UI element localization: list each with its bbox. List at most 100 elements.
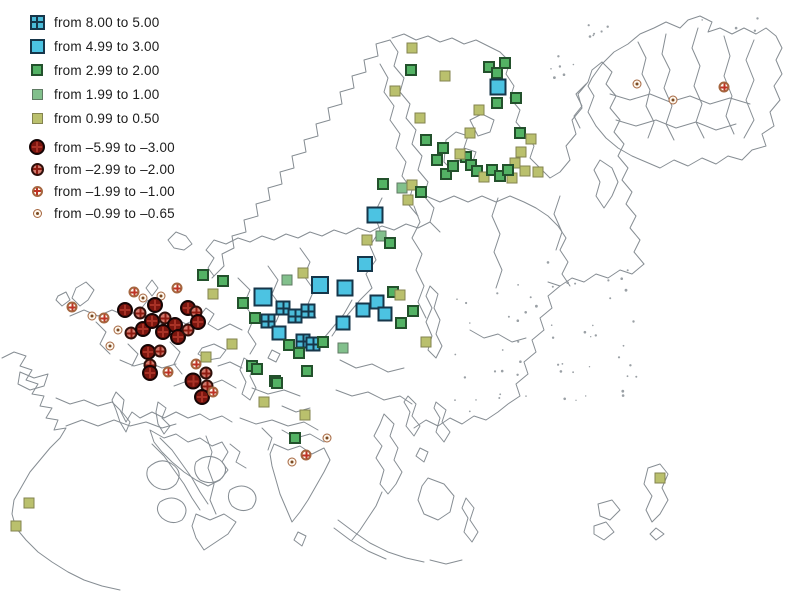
marker-decrease-0.99-to-0.65 — [138, 293, 148, 303]
decrease-5.99-to-3.00-icon — [29, 139, 45, 155]
marker-increase-2.99-to-2.00 — [249, 312, 261, 324]
legend-label: from –0.99 to –0.65 — [54, 205, 175, 221]
marker-increase-2.99-to-2.00 — [407, 305, 419, 317]
marker-decrease-0.99-to-0.65 — [105, 341, 115, 351]
marker-decrease-1.99-to-1.00 — [98, 312, 110, 324]
legend-item-s8: from 8.00 to 5.00 — [20, 10, 175, 34]
marker-increase-2.99-to-2.00 — [384, 237, 396, 249]
marker-increase-4.99-to-3.00 — [377, 306, 393, 322]
marker-decrease-2.99-to-2.00 — [153, 344, 167, 358]
legend-label: from –5.99 to –3.00 — [54, 139, 175, 155]
marker-increase-0.99-to-0.50 — [394, 289, 406, 301]
marker-increase-0.99-to-0.50 — [23, 497, 35, 509]
c5-legend-marker — [20, 139, 54, 155]
marker-increase-2.99-to-2.00 — [510, 92, 522, 104]
increase-8.00-to-5.00-icon — [29, 14, 45, 30]
marker-increase-2.99-to-2.00 — [437, 142, 449, 154]
marker-increase-2.99-to-2.00 — [502, 164, 514, 176]
marker-decrease-1.99-to-1.00 — [66, 301, 78, 313]
island-philippines — [643, 463, 669, 523]
marker-decrease-1.99-to-1.00 — [718, 81, 730, 93]
marker-increase-2.99-to-2.00 — [217, 275, 229, 287]
marker-increase-0.99-to-0.50 — [654, 472, 666, 484]
marker-decrease-1.99-to-1.00 — [207, 386, 219, 398]
marker-increase-0.99-to-0.50 — [402, 194, 414, 206]
marker-increase-2.99-to-2.00 — [283, 339, 295, 351]
island-ireland — [55, 291, 71, 307]
marker-increase-2.99-to-2.00 — [289, 432, 301, 444]
marker-increase-0.99-to-0.50 — [389, 85, 401, 97]
marker-decrease-0.99-to-0.65 — [113, 325, 123, 335]
marker-increase-2.99-to-2.00 — [491, 67, 503, 79]
decrease-2.99-to-2.00-icon — [30, 162, 44, 176]
marker-increase-0.99-to-0.50 — [207, 288, 219, 300]
marker-increase-2.99-to-2.00 — [197, 269, 209, 281]
coastline-alaska — [587, 15, 783, 169]
marker-decrease-5.99-to-3.00 — [147, 297, 163, 313]
marker-increase-4.99-to-3.00 — [489, 78, 507, 96]
marker-decrease-0.99-to-0.65 — [287, 457, 297, 467]
legend-label: from 1.99 to 1.00 — [54, 86, 160, 102]
legend-label: from –1.99 to –1.00 — [54, 183, 175, 199]
marker-decrease-2.99-to-2.00 — [133, 306, 147, 320]
marker-increase-8.00-to-5.00 — [275, 300, 291, 316]
marker-increase-0.99-to-0.50 — [525, 133, 537, 145]
legend-item-c065: from –0.99 to –0.65 — [20, 202, 175, 224]
marker-decrease-1.99-to-1.00 — [162, 366, 174, 378]
marker-increase-4.99-to-3.00 — [357, 256, 373, 272]
c065-legend-marker — [20, 208, 54, 218]
marker-increase-0.99-to-0.50 — [414, 112, 426, 124]
legend-item-s1: from 1.99 to 1.00 — [20, 82, 175, 106]
marker-decrease-5.99-to-3.00 — [142, 365, 158, 381]
marker-increase-0.99-to-0.50 — [258, 396, 270, 408]
marker-increase-4.99-to-3.00 — [311, 276, 329, 294]
marker-decrease-1.99-to-1.00 — [190, 358, 202, 370]
marker-decrease-1.99-to-1.00 — [171, 282, 183, 294]
legend-label: from 0.99 to 0.50 — [54, 110, 160, 126]
marker-increase-2.99-to-2.00 — [431, 154, 443, 166]
black-sea — [197, 343, 227, 361]
legend-item-c1: from –1.99 to –1.00 — [20, 180, 175, 202]
marker-increase-0.99-to-0.50 — [361, 234, 373, 246]
marker-increase-2.99-to-2.00 — [317, 336, 329, 348]
marker-increase-1.99-to-1.00 — [337, 342, 349, 354]
marker-decrease-2.99-to-2.00 — [199, 366, 213, 380]
legend-label: from 2.99 to 2.00 — [54, 62, 160, 78]
c1-legend-marker — [20, 185, 54, 197]
marker-increase-2.99-to-2.00 — [237, 297, 249, 309]
marker-increase-1.99-to-1.00 — [281, 274, 293, 286]
marker-increase-0.99-to-0.50 — [200, 351, 212, 363]
marker-decrease-5.99-to-3.00 — [155, 324, 171, 340]
legend: from 8.00 to 5.00 from 4.99 to 3.00 from 2… — [20, 10, 175, 224]
marker-increase-2.99-to-2.00 — [301, 365, 313, 377]
marker-increase-0.99-to-0.50 — [439, 70, 451, 82]
s8-legend-marker — [20, 14, 54, 30]
legend-label: from –2.99 to –2.00 — [54, 161, 175, 177]
increase-1.99-to-1.00-icon — [31, 88, 43, 100]
marker-decrease-5.99-to-3.00 — [190, 314, 206, 330]
marker-decrease-0.99-to-0.65 — [87, 311, 97, 321]
legend-label: from 8.00 to 5.00 — [54, 14, 160, 30]
s05-legend-marker — [20, 112, 54, 124]
legend-item-s4: from 4.99 to 3.00 — [20, 34, 175, 58]
s1-legend-marker — [20, 88, 54, 100]
marker-decrease-0.99-to-0.65 — [668, 95, 678, 105]
marker-decrease-5.99-to-3.00 — [194, 389, 210, 405]
legend-negative-group: from –5.99 to –3.00 from –2.99 to –2.00 fr… — [20, 136, 175, 224]
legend-label: from 4.99 to 3.00 — [54, 38, 160, 54]
increase-2.99-to-2.00-icon — [31, 64, 43, 76]
coastline-europe-africa — [1, 351, 121, 591]
s2-legend-marker — [20, 64, 54, 76]
marker-increase-0.99-to-0.50 — [532, 166, 544, 178]
marker-increase-2.99-to-2.00 — [491, 97, 503, 109]
marker-increase-4.99-to-3.00 — [335, 315, 351, 331]
marker-increase-4.99-to-3.00 — [271, 325, 287, 341]
marker-increase-2.99-to-2.00 — [514, 127, 526, 139]
coastline-se-asia — [373, 413, 403, 495]
marker-increase-0.99-to-0.50 — [297, 267, 309, 279]
marker-decrease-0.99-to-0.65 — [322, 433, 332, 443]
marker-increase-4.99-to-3.00 — [336, 279, 354, 297]
s4-legend-marker — [20, 38, 54, 54]
marker-increase-0.99-to-0.50 — [478, 171, 490, 183]
marker-increase-2.99-to-2.00 — [499, 57, 511, 69]
